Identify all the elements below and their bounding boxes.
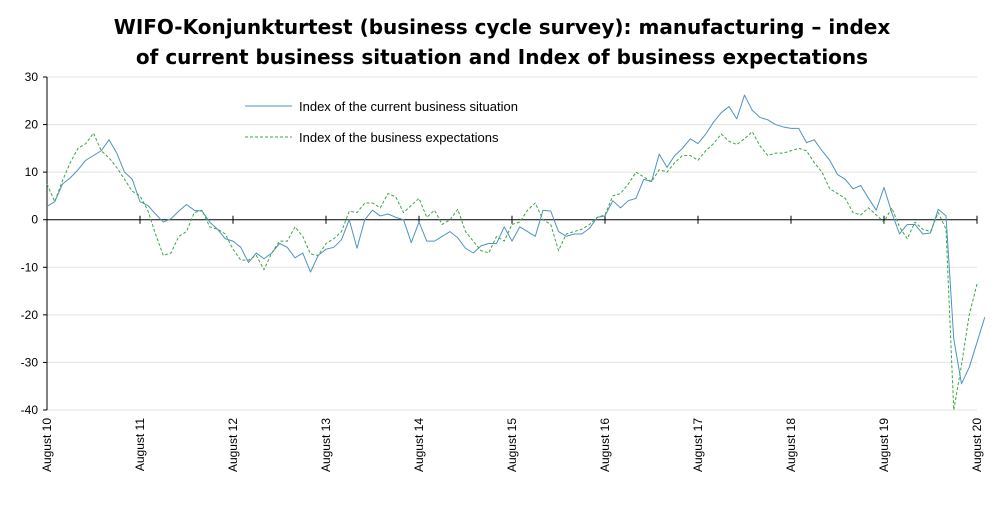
x-tick-label: August 11	[133, 418, 147, 471]
chart-title: WIFO-Konjunkturtest (business cycle surv…	[0, 12, 1004, 72]
x-tick-label: August 12	[226, 418, 240, 472]
legend: Index of the current business situation I…	[245, 99, 518, 145]
gridlines	[47, 76, 977, 411]
y-tick-label: 0	[31, 213, 38, 227]
series-line-2	[46, 131, 978, 411]
y-tick-label: -30	[21, 355, 39, 369]
x-tick-label: August 20	[970, 418, 984, 472]
x-tick-label: August 18	[784, 418, 798, 472]
x-tick-label: August 19	[877, 418, 891, 472]
x-tick-label: August 13	[319, 418, 333, 472]
legend-label-1: Index of the current business situation	[299, 99, 518, 114]
x-tick-label: August 14	[412, 418, 426, 472]
chart-title-line-1: WIFO-Konjunkturtest (business cycle surv…	[113, 15, 891, 39]
axes	[46, 77, 977, 410]
y-tick-label: 10	[25, 165, 39, 179]
x-tick-label: August 10	[40, 418, 54, 472]
series-lines	[46, 94, 986, 411]
x-tick-label: August 17	[691, 418, 705, 472]
chart-title-line-2: of current business situation and Index …	[135, 45, 869, 69]
series-line-1	[46, 94, 986, 385]
y-tick-label: -40	[21, 403, 39, 417]
y-tick-label: 30	[25, 70, 39, 84]
y-tick-label: 20	[25, 118, 39, 132]
y-tick-label: -10	[21, 260, 39, 274]
legend-label-2: Index of the business expectations	[299, 130, 499, 145]
y-axis-ticks: 30 20 10 0 -10 -20 -30 -40	[21, 70, 47, 417]
y-tick-label: -20	[21, 308, 39, 322]
x-tick-label: August 15	[505, 418, 519, 472]
x-axis-ticks: August 10 August 11 August 12 August 13 Augu…	[40, 215, 984, 472]
x-tick-label: August 16	[598, 418, 612, 472]
